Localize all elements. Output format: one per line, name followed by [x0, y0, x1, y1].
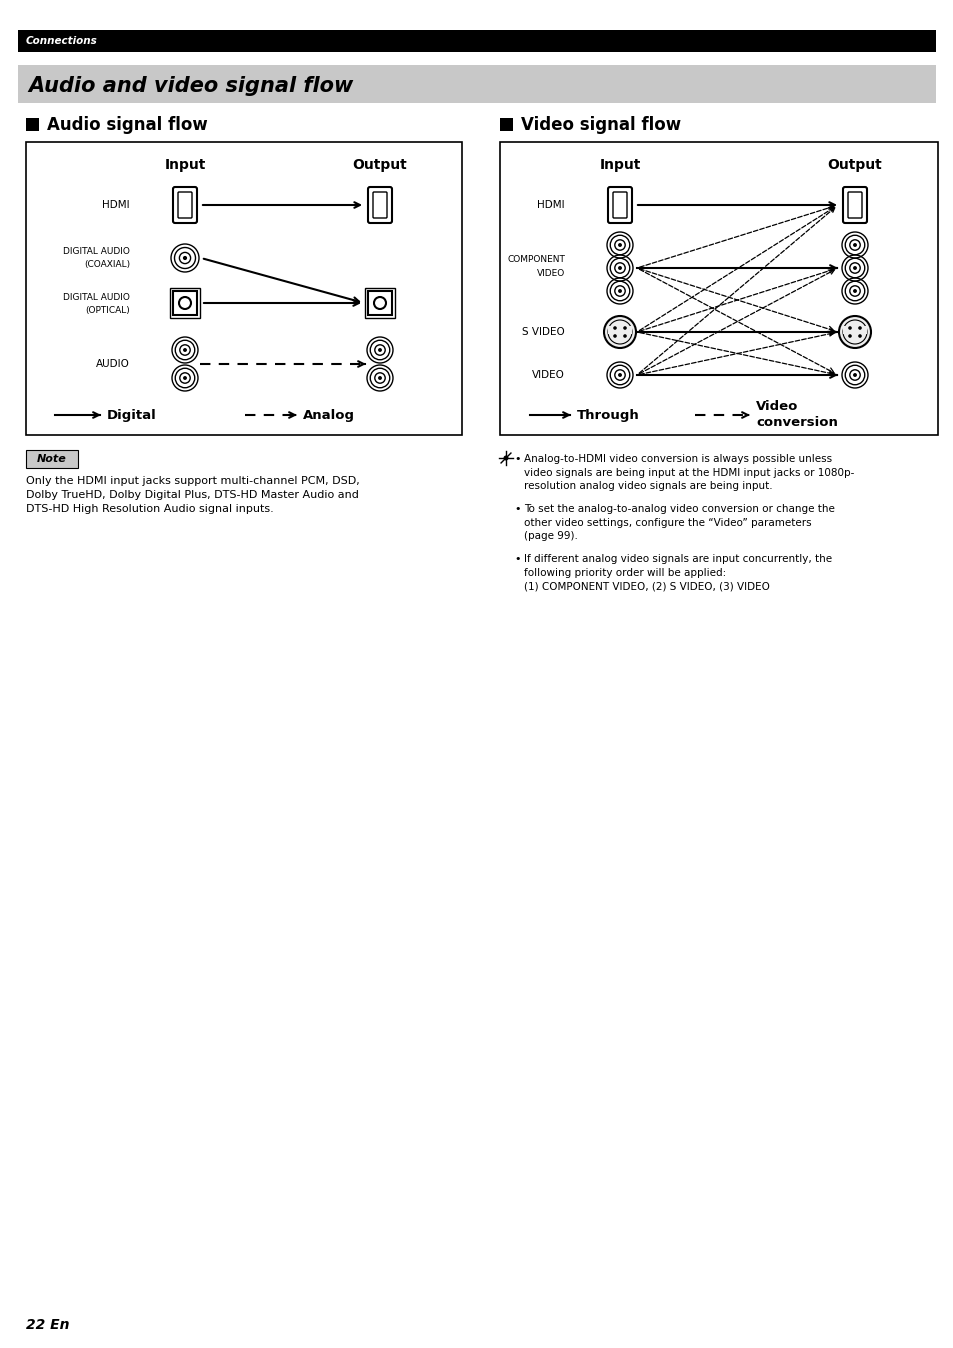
Circle shape [374, 297, 386, 309]
Circle shape [618, 373, 621, 377]
Text: S VIDEO: S VIDEO [521, 328, 564, 337]
Circle shape [183, 348, 187, 352]
Text: Analog-to-HDMI video conversion is always possible unless
video signals are bein: Analog-to-HDMI video conversion is alway… [523, 454, 854, 491]
Text: (COAXIAL): (COAXIAL) [84, 260, 130, 270]
Text: VIDEO: VIDEO [537, 270, 564, 279]
Circle shape [183, 256, 187, 260]
Circle shape [618, 266, 621, 270]
FancyBboxPatch shape [613, 191, 626, 218]
Circle shape [377, 348, 381, 352]
Text: DIGITAL AUDIO: DIGITAL AUDIO [63, 248, 130, 256]
Text: Input: Input [164, 158, 206, 173]
Text: (OPTICAL): (OPTICAL) [85, 306, 130, 314]
Circle shape [613, 326, 617, 330]
Text: Analog: Analog [303, 408, 355, 422]
FancyBboxPatch shape [842, 187, 866, 222]
Circle shape [622, 326, 626, 330]
Text: Output: Output [353, 158, 407, 173]
Circle shape [847, 326, 851, 330]
Circle shape [618, 243, 621, 247]
Text: Video signal flow: Video signal flow [520, 116, 680, 133]
FancyBboxPatch shape [178, 191, 192, 218]
FancyBboxPatch shape [172, 187, 196, 222]
Circle shape [622, 334, 626, 338]
Bar [499, 142, 937, 435]
Text: To set the analog-to-analog video conversion or change the
other video settings,: To set the analog-to-analog video conver… [523, 504, 834, 541]
Text: Digital: Digital [107, 408, 156, 422]
Circle shape [847, 334, 851, 338]
Text: Connections: Connections [26, 36, 97, 46]
Circle shape [852, 288, 856, 293]
FancyBboxPatch shape [847, 191, 862, 218]
Text: •: • [514, 504, 520, 514]
Circle shape [858, 326, 861, 330]
FancyBboxPatch shape [368, 187, 392, 222]
Bar [26, 142, 461, 435]
Text: Audio signal flow: Audio signal flow [47, 116, 208, 133]
Circle shape [613, 334, 617, 338]
Text: HDMI: HDMI [537, 200, 564, 210]
Text: Through: Through [577, 408, 639, 422]
Circle shape [852, 266, 856, 270]
Circle shape [852, 243, 856, 247]
Circle shape [838, 315, 870, 348]
Text: AUDIO: AUDIO [96, 359, 130, 369]
Text: Video
conversion: Video conversion [755, 400, 837, 430]
Circle shape [852, 373, 856, 377]
Bar [172, 291, 196, 315]
Text: HDMI: HDMI [102, 200, 130, 210]
Circle shape [858, 334, 861, 338]
Text: •: • [514, 454, 520, 464]
Bar [368, 291, 392, 315]
Bar [365, 288, 395, 318]
Bar [499, 119, 513, 131]
Text: VIDEO: VIDEO [532, 369, 564, 380]
Text: COMPONENT: COMPONENT [507, 256, 564, 264]
Text: Note: Note [37, 454, 67, 464]
Text: 22 En: 22 En [26, 1318, 70, 1332]
Bar [26, 450, 78, 468]
Circle shape [503, 456, 508, 461]
Bar [607, 326, 631, 334]
Text: Audio and video signal flow: Audio and video signal flow [28, 75, 353, 96]
FancyBboxPatch shape [373, 191, 387, 218]
Bar [842, 326, 866, 334]
Text: If different analog video signals are input concurrently, the
following priority: If different analog video signals are in… [523, 554, 831, 592]
Circle shape [603, 315, 636, 348]
FancyBboxPatch shape [607, 187, 631, 222]
Text: Output: Output [827, 158, 882, 173]
Circle shape [618, 288, 621, 293]
Text: •: • [514, 554, 520, 563]
Bar [18, 65, 935, 102]
Text: DIGITAL AUDIO: DIGITAL AUDIO [63, 293, 130, 302]
Bar [26, 119, 39, 131]
Circle shape [377, 376, 381, 380]
Bar [170, 288, 200, 318]
Circle shape [179, 297, 191, 309]
Text: Only the HDMI input jacks support multi-channel PCM, DSD,
Dolby TrueHD, Dolby Di: Only the HDMI input jacks support multi-… [26, 476, 359, 514]
Circle shape [183, 376, 187, 380]
Text: Input: Input [598, 158, 640, 173]
Bar [18, 30, 935, 53]
